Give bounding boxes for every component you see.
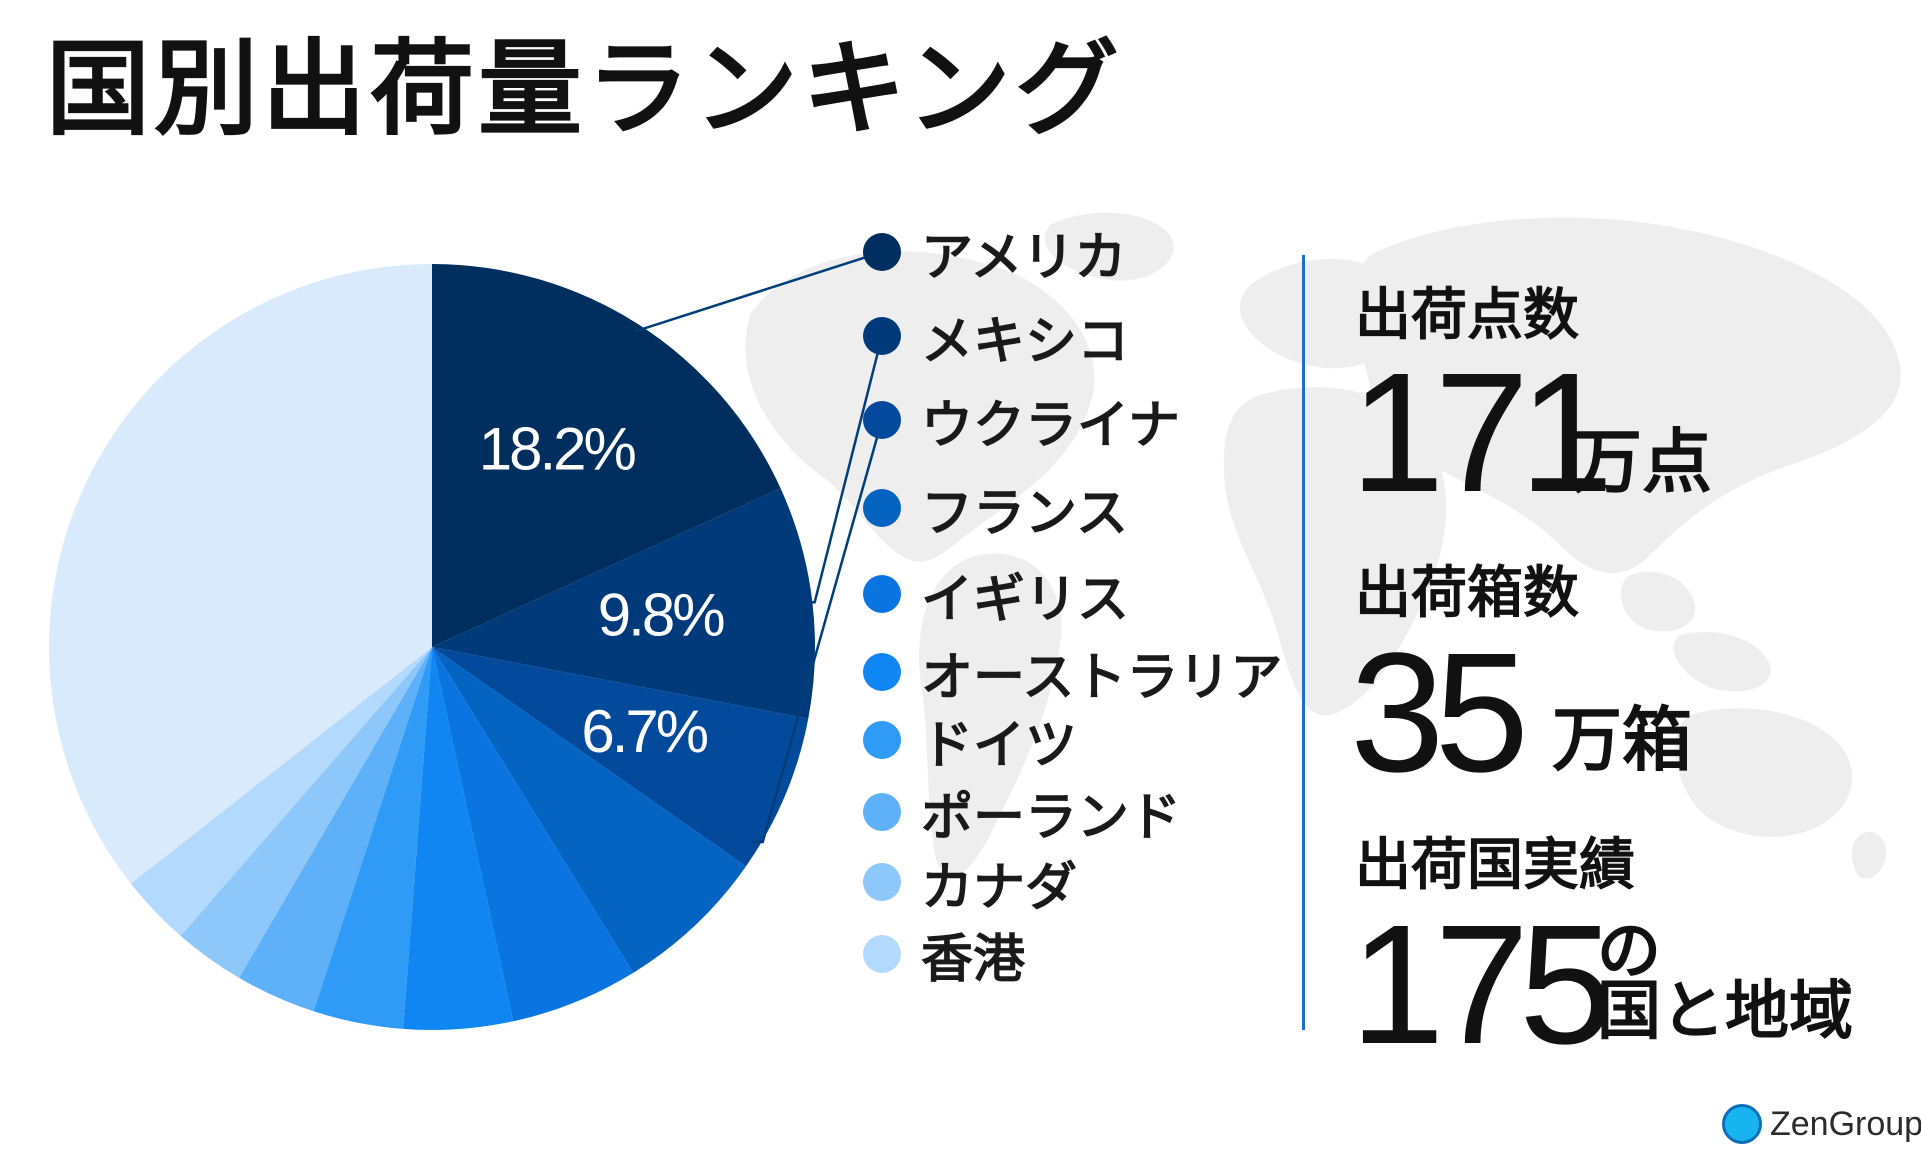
stat-countries-label: 出荷国実績 <box>1355 833 1635 898</box>
pie-slice-9 <box>130 647 432 936</box>
legend-label: ポーランド <box>921 787 1182 848</box>
stat-boxes-unit: 万箱 <box>1552 699 1692 781</box>
zengroup-logo-icon <box>1722 1104 1762 1144</box>
legend-swatch <box>863 489 901 527</box>
leader-line-2 <box>752 419 884 844</box>
pie-slice-8 <box>180 647 432 978</box>
stat-boxes-value: 35 <box>1350 618 1529 808</box>
brand-name: ZenGroup <box>1770 1104 1921 1143</box>
world-map-background <box>745 212 1901 879</box>
legend-item: カナダ <box>863 852 1077 918</box>
pie-slice-1 <box>432 488 815 719</box>
legend-label: ドイツ <box>921 715 1078 776</box>
legend-swatch <box>863 575 901 613</box>
legend-item: オーストラリア <box>863 642 1282 708</box>
legend-label: 香港 <box>921 929 1026 990</box>
pie-slice-label-0: 18.2% <box>479 416 636 483</box>
legend-swatch <box>863 935 901 973</box>
legend-item: ポーランド <box>863 782 1181 848</box>
legend-item: フランス <box>863 478 1128 544</box>
legend-label: アメリカ <box>921 227 1127 288</box>
legend-label: ウクライナ <box>921 395 1180 456</box>
legend-swatch <box>863 863 901 901</box>
pie-slice-label-2: 6.7% <box>581 698 707 765</box>
stat-boxes-label: 出荷箱数 <box>1355 561 1579 626</box>
vertical-divider <box>1302 255 1305 1030</box>
pie-slice-7 <box>239 647 432 1012</box>
legend-swatch <box>863 233 901 271</box>
legend-label: フランス <box>921 483 1128 544</box>
legend-swatch <box>863 401 901 439</box>
leader-line-1 <box>804 335 884 604</box>
stat-countries-value: 175 <box>1350 890 1614 1080</box>
pie-slice-3 <box>432 647 747 973</box>
pie-slice-5 <box>403 647 514 1030</box>
legend-item: イギリス <box>863 564 1129 630</box>
pie-slice-0 <box>432 264 781 647</box>
legend-item: 香港 <box>863 924 1025 990</box>
stat-countries-unit-top: の <box>1597 915 1661 989</box>
legend-swatch <box>863 653 901 691</box>
legend-swatch <box>863 317 901 355</box>
leader-line-0 <box>634 250 883 333</box>
pie-slice-4 <box>432 647 634 1022</box>
legend-swatch <box>863 721 901 759</box>
legend-label: オーストラリア <box>921 647 1283 708</box>
brand: ZenGroup <box>1722 1099 1921 1149</box>
pie-slice-2 <box>432 647 809 867</box>
pie-slice-6 <box>313 647 432 1029</box>
pie-slice-label-1: 9.8% <box>598 581 724 648</box>
stat-items-label: 出荷点数 <box>1355 283 1579 348</box>
legend-item: メキシコ <box>863 306 1129 372</box>
legend-label: カナダ <box>921 857 1078 918</box>
page-title: 国別出荷量ランキング <box>46 28 1123 150</box>
stat-items-unit: 万点 <box>1572 421 1712 503</box>
legend-swatch <box>863 793 901 831</box>
stat-items-value: 171 <box>1350 338 1614 528</box>
legend-item: ドイツ <box>863 710 1077 776</box>
pie-slice-10 <box>49 264 433 884</box>
legend-label: メキシコ <box>921 311 1130 372</box>
legend-label: イギリス <box>921 569 1130 630</box>
legend-item: アメリカ <box>863 222 1126 288</box>
legend-item: ウクライナ <box>863 390 1180 456</box>
stat-countries-unit-bottom: 国と地域 <box>1597 975 1853 1049</box>
